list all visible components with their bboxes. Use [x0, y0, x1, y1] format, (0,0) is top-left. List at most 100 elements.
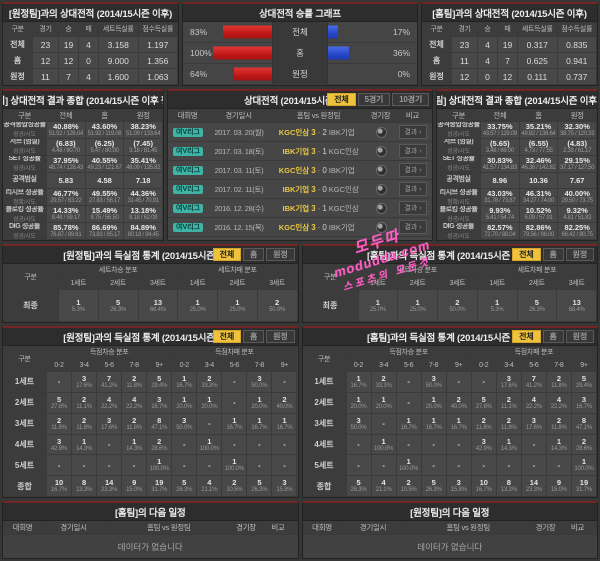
stat-cell-total: 43.03% 31.78 / 73.87 — [481, 189, 520, 207]
count: 9 — [556, 478, 561, 488]
row-label: 4세트 — [302, 434, 347, 456]
stat-cell: 3 16.7% — [147, 392, 173, 414]
stat-cell: 1 100.0% — [222, 455, 248, 477]
lose-group-header: 세트차패 분포 — [178, 264, 298, 277]
stadium-icon[interactable] — [375, 164, 387, 176]
result-button[interactable]: 결과 › — [399, 163, 427, 177]
stat-cell: 4 21.1% — [371, 476, 397, 497]
tab-last5[interactable]: 5경기 — [357, 93, 391, 106]
tab-away[interactable]: 원정 — [565, 248, 594, 261]
home-score: 3 — [311, 184, 316, 194]
away-score: 0 — [322, 165, 327, 175]
count: 2 — [275, 297, 280, 307]
percent: 100.0% — [574, 466, 594, 473]
league-badge: 여V리그 — [173, 127, 203, 137]
panel-title: [원정팀] 상대전적 결과 종합 (2014/15시즌 이후 평균) — [437, 91, 597, 109]
tab-home[interactable]: 홈 — [542, 248, 564, 261]
tab-all[interactable]: 전체 — [212, 248, 241, 261]
stadium-icon[interactable] — [375, 126, 387, 138]
percent: 16.7% — [276, 424, 293, 431]
stat-cell: 1 20.0% — [172, 392, 198, 414]
count: 3 — [356, 415, 361, 425]
result-label: 결과 — [404, 167, 418, 174]
stat-cell: 5 26.3% — [247, 476, 273, 497]
col-header: 패 — [79, 22, 99, 37]
result-button[interactable]: 결과 › — [399, 144, 427, 158]
count: 3 — [456, 478, 461, 488]
tab-home[interactable]: 홈 — [542, 330, 564, 343]
stat-cell-total: 33.75% 43.57 / 129.09 — [481, 122, 520, 139]
col-header: 0-2 — [471, 359, 497, 372]
stat-cell: 2 11.8% — [72, 413, 98, 435]
col-header: 구분 — [3, 109, 47, 122]
stat-cell-away: 35.41% 48.09 / 135.82 — [124, 155, 163, 173]
result-button[interactable]: 결과 › — [399, 182, 427, 196]
stat-value: 46.31% — [525, 189, 552, 199]
percent: 41.2% — [525, 383, 542, 390]
stat-detail: 34.27 / 74.00 — [522, 198, 555, 205]
count: 3 — [257, 374, 262, 384]
stadium-icon[interactable] — [375, 202, 387, 214]
compare-cell: 결과 › — [394, 161, 432, 179]
panel-title: [원정팀]과의 상대전적 (2014/15시즌 이후) — [3, 4, 178, 22]
wins-cell: 12 — [59, 53, 79, 69]
stat-cell: 2 50.0% — [438, 290, 478, 322]
tab-all[interactable]: 전체 — [327, 93, 356, 106]
date-cell: 2016. 12. 15(목) — [208, 218, 270, 236]
count: 5 — [56, 394, 62, 404]
lose-group-header: 세트차패 분포 — [477, 264, 597, 277]
percent: 11.8% — [51, 424, 67, 431]
compare-cell: 결과 › — [394, 199, 432, 217]
panel-title-wrap: [원정팀]과의 득실점 통계 (2014/15시즌 이후) 전체 홈 원정 — [3, 246, 298, 264]
stat-cell: 13 68.4% — [138, 290, 179, 322]
tab-last10[interactable]: 10경기 — [392, 93, 429, 106]
result-button[interactable]: 결과 › — [399, 201, 427, 215]
count: 2 — [556, 374, 561, 384]
col-header: 구분 — [3, 22, 33, 37]
tab-all[interactable]: 전체 — [512, 330, 541, 343]
tab-all[interactable]: 전체 — [512, 248, 541, 261]
percent: 100.0% — [199, 445, 219, 452]
percent: 68.4% — [149, 306, 166, 313]
stat-subname: 성공/시도 — [447, 132, 470, 139]
tab-away[interactable]: 원정 — [266, 248, 295, 261]
tab-all[interactable]: 전체 — [212, 330, 241, 343]
count: - — [283, 439, 286, 449]
tab-away[interactable]: 원정 — [565, 330, 594, 343]
stat-row-label: 공격범실 — [437, 172, 481, 190]
count: 5 — [182, 478, 187, 488]
stadium-icon[interactable] — [375, 221, 387, 233]
tab-home[interactable]: 홈 — [243, 330, 265, 343]
stat-cell: 10 16.7% — [47, 476, 73, 497]
result-button[interactable]: 결과 › — [399, 220, 427, 234]
stat-cell: - — [346, 455, 372, 477]
panel-title: 상대전적 (2014/15시즌 이후) — [243, 95, 357, 107]
games-cell: 11 — [452, 53, 478, 69]
stat-cell: 1 16.7% — [421, 413, 447, 435]
stat-cell-home: 15.49% 8.75 / 56.50 — [85, 206, 125, 224]
stat-cell-home: 43.60% 51.92 / 119.08 — [85, 122, 125, 139]
stat-row-label: 리시브 성공률 정확/시도 — [437, 189, 481, 207]
col-header: 5-6 — [222, 359, 248, 372]
percent: 16.7% — [350, 383, 367, 390]
col-header: 홈 — [519, 109, 559, 122]
chevron-right-icon: › — [419, 147, 422, 155]
tab-away[interactable]: 원정 — [266, 330, 295, 343]
stadium-icon[interactable] — [375, 183, 387, 195]
stat-cell: 1 5.3% — [477, 290, 518, 322]
count: 3 — [107, 415, 112, 425]
result-label: 결과 — [404, 129, 418, 136]
col-header: 경기장 — [368, 109, 394, 123]
stat-value: 10.36 — [529, 175, 548, 185]
tab-home[interactable]: 홈 — [243, 248, 265, 261]
league-badge: 여V리그 — [173, 222, 203, 232]
stadium-icon[interactable] — [375, 145, 387, 157]
col-header: 패 — [498, 22, 518, 37]
panel-h2h-vs-away: [원정팀]과의 상대전적 (2014/15시즌 이후) 구분 경기 승 패 세트… — [2, 2, 179, 86]
result-button[interactable]: 결과 › — [399, 125, 427, 139]
count: - — [457, 460, 460, 470]
stat-cell: 2 11.8% — [47, 413, 73, 435]
stat-cell: 3 15.8% — [446, 476, 472, 497]
stat-cell: 2 33.3% — [197, 372, 223, 393]
stat-detail: 8.48 / 59.17 — [51, 215, 80, 222]
